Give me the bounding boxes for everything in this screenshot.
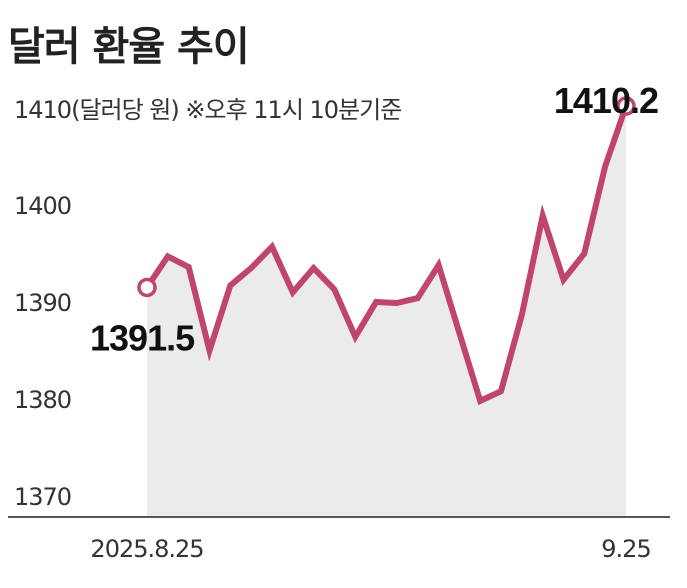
y-axis-ticks: 1400 1390 1380 1370	[14, 192, 72, 511]
x-label-start: 2025.8.25	[90, 535, 203, 563]
series-line	[144, 103, 629, 406]
y-tick-label: 1380	[14, 386, 71, 414]
start-point-marker	[137, 277, 157, 298]
x-label-end: 9.25	[601, 535, 650, 563]
chart-subtitle: 1410(달러당 원) ※오후 11시 10분기준	[14, 96, 402, 124]
y-tick-label: 1370	[14, 483, 71, 511]
chart-title: 달러 환율 추이	[8, 24, 250, 70]
end-point-marker	[616, 96, 636, 116]
end-value-label: 1410.2	[554, 80, 658, 121]
y-tick-label: 1400	[14, 192, 71, 220]
area-fill	[147, 106, 626, 517]
y-tick-label: 1390	[14, 289, 71, 317]
start-value-label: 1391.5	[90, 317, 195, 358]
